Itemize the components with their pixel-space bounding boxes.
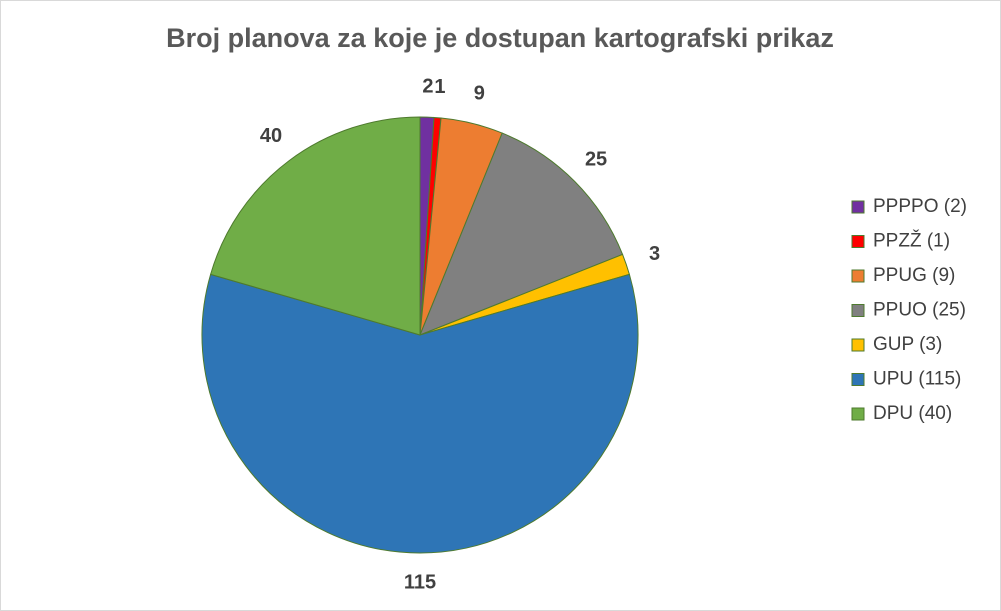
data-label: 1	[434, 76, 445, 98]
data-label: 9	[474, 82, 485, 104]
pie-slice	[419, 132, 624, 336]
legend-label: PPPPO (2)	[873, 196, 967, 217]
pie-slice	[201, 273, 639, 554]
legend-swatch	[851, 269, 865, 283]
legend-label: UPU (115)	[873, 369, 961, 390]
legend-label: DPU (40)	[873, 403, 952, 424]
legend-swatch	[851, 373, 865, 386]
legend-label: PPUO (25)	[873, 300, 966, 321]
legend-label: PPZŽ (1)	[873, 230, 950, 252]
chart-title: Broj planova za koje je dostupan kartogr…	[166, 23, 834, 53]
legend-label: GUP (3)	[873, 334, 942, 355]
legend-swatch	[851, 338, 865, 352]
legend-swatch	[851, 304, 865, 317]
data-label: 25	[585, 149, 607, 171]
data-label: 3	[649, 243, 660, 265]
legend-label: PPUG (9)	[873, 265, 955, 286]
legend-swatch	[851, 407, 865, 421]
data-label: 115	[404, 571, 436, 593]
data-label: 2	[422, 75, 433, 97]
legend-swatch	[851, 235, 865, 248]
legend-swatch	[851, 200, 865, 214]
pie-slice	[209, 116, 421, 336]
data-label: 40	[260, 125, 282, 147]
